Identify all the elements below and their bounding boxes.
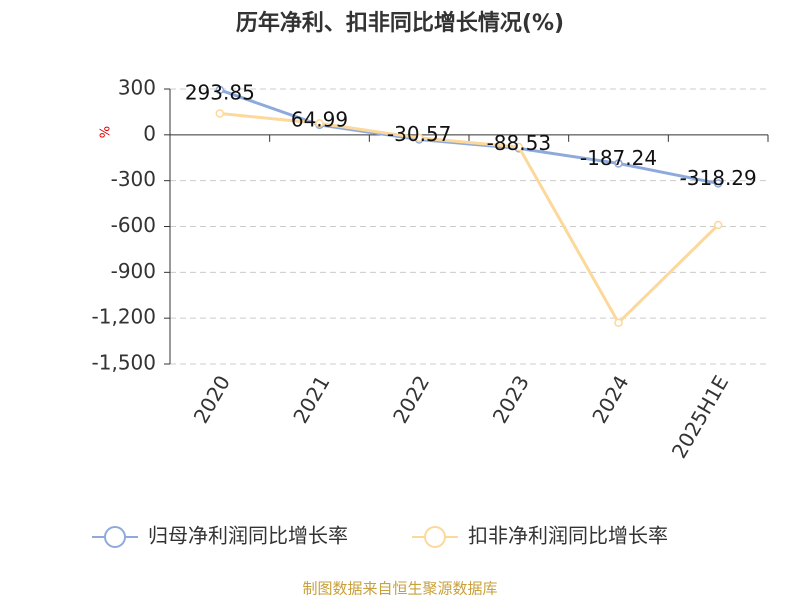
x-tick-label: 2025H1E [667,371,733,462]
data-label: -88.53 [487,131,551,155]
y-axis-label: % [99,126,114,138]
y-tick-label: -1,200 [92,305,156,329]
chart-title: 历年净利、扣非同比增长情况(%) [236,10,564,36]
y-tick-label: 0 [143,121,156,145]
legend-marker [424,526,446,548]
legend-item: 归母净利润同比增长率 [92,524,348,548]
data-label: -187.24 [580,146,657,170]
legend-marker [104,526,126,548]
legend-label: 归母净利润同比增长率 [148,524,348,548]
data-label: -318.29 [680,166,757,190]
x-tick-label: 2024 [587,371,633,427]
y-tick-label: -900 [111,259,156,283]
data-point [614,318,623,327]
y-tick-label: -1,500 [92,351,156,375]
x-tick-label: 2021 [288,371,334,427]
x-tick-label: 2020 [189,371,235,427]
data-point [414,133,424,143]
y-tick-label: -600 [111,213,156,237]
data-point [514,142,524,152]
data-label: -30.57 [387,122,451,146]
x-tick-label: 2023 [488,371,534,427]
legend-label: 扣非净利润同比增长率 [468,524,668,548]
data-point [614,159,623,168]
data-point [215,85,225,95]
x-tick-label: 2022 [388,371,434,427]
legend-item: 扣非净利润同比增长率 [412,524,668,548]
data-point [215,109,225,118]
data-point [713,179,723,188]
series-line [219,111,720,326]
y-tick-label: -300 [111,167,156,191]
data-label: 293.85 [185,80,255,104]
data-label: 64.99 [291,107,348,131]
y-tick-label: 300 [118,76,156,100]
source-note: 制图数据来自恒生聚源数据库 [302,580,497,598]
data-point [315,119,324,128]
data-point [713,220,723,230]
